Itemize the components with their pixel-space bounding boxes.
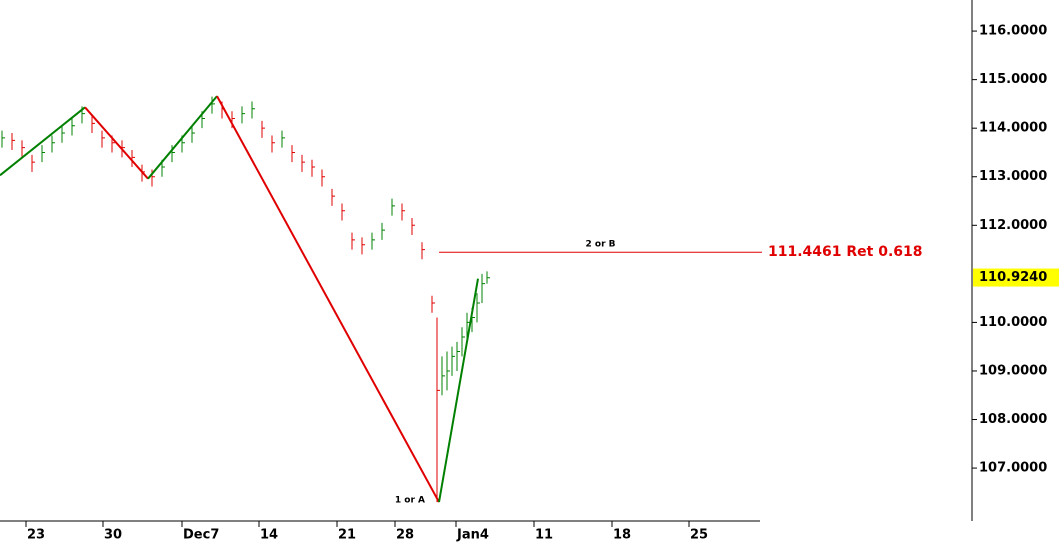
price-bar bbox=[151, 169, 155, 187]
x-tick-label: 14 bbox=[260, 528, 278, 542]
retracement-label: 111.4461 Ret 0.618 bbox=[768, 244, 923, 260]
x-tick-label: 25 bbox=[690, 528, 708, 542]
price-bar bbox=[476, 293, 480, 323]
y-tick-label: 116.0000 bbox=[979, 24, 1047, 39]
price-bar bbox=[441, 356, 445, 396]
price-bar bbox=[1, 130, 5, 148]
price-bar bbox=[401, 203, 405, 221]
y-tick-label: 115.0000 bbox=[979, 72, 1047, 87]
price-bar bbox=[461, 327, 465, 357]
zigzag-segment bbox=[438, 278, 479, 503]
price-bar bbox=[51, 135, 55, 153]
x-tick-label: 28 bbox=[396, 528, 414, 542]
price-bar bbox=[191, 125, 195, 143]
price-bar bbox=[211, 96, 215, 114]
x-tick-label: Dec7 bbox=[183, 528, 219, 542]
x-tick-label: 11 bbox=[535, 528, 553, 542]
price-bar bbox=[131, 150, 135, 168]
y-tick-label: 114.0000 bbox=[979, 121, 1047, 136]
price-bar bbox=[171, 145, 175, 163]
y-tick-label: 110.0000 bbox=[979, 315, 1047, 330]
last-price-label: 110.9240 bbox=[979, 270, 1047, 285]
price-bar bbox=[291, 145, 295, 163]
zigzag-segment bbox=[84, 106, 149, 180]
price-bar bbox=[261, 120, 265, 138]
price-bar bbox=[11, 133, 15, 151]
y-tick-label: 107.0000 bbox=[979, 461, 1047, 476]
price-bar bbox=[371, 232, 375, 250]
price-bar bbox=[431, 295, 435, 313]
x-tick-label: 30 bbox=[104, 528, 122, 542]
price-bar bbox=[481, 273, 485, 303]
x-tick-label: Jan4 bbox=[456, 528, 489, 542]
price-bar bbox=[331, 188, 335, 206]
x-tick-label: 23 bbox=[27, 528, 45, 542]
price-bar bbox=[301, 154, 305, 172]
price-bar bbox=[436, 317, 440, 503]
price-bar bbox=[21, 140, 25, 158]
price-bar bbox=[61, 125, 65, 143]
price-bar bbox=[341, 203, 345, 221]
price-bar bbox=[351, 232, 355, 250]
price-bar bbox=[311, 159, 315, 177]
price-bar bbox=[91, 116, 95, 134]
price-bar bbox=[321, 169, 325, 187]
x-tick-label: 18 bbox=[613, 528, 631, 542]
price-bar bbox=[421, 242, 425, 260]
price-bar bbox=[451, 346, 455, 376]
price-bar bbox=[41, 145, 45, 163]
last-price-box bbox=[973, 268, 1059, 287]
price-bar bbox=[71, 118, 75, 136]
price-bar bbox=[391, 198, 395, 216]
price-bar bbox=[411, 218, 415, 236]
price-bar bbox=[281, 130, 285, 148]
y-tick-label: 108.0000 bbox=[979, 412, 1047, 427]
price-bar bbox=[31, 154, 35, 172]
y-tick-label: 113.0000 bbox=[979, 169, 1047, 184]
price-bar bbox=[456, 341, 460, 371]
price-bar bbox=[251, 101, 255, 119]
price-bar bbox=[381, 222, 385, 240]
price-bar bbox=[486, 271, 490, 284]
zigzag-segment bbox=[0, 106, 86, 177]
y-tick-label: 109.0000 bbox=[979, 363, 1047, 378]
price-bar bbox=[271, 135, 275, 153]
price-bar bbox=[241, 106, 245, 124]
y-tick-label: 112.0000 bbox=[979, 218, 1047, 233]
x-tick-label: 21 bbox=[338, 528, 356, 542]
zigzag-segment bbox=[216, 95, 440, 503]
price-bar bbox=[101, 130, 105, 148]
zigzag-segment bbox=[147, 95, 218, 180]
price-bar bbox=[361, 237, 365, 255]
price-bar bbox=[446, 351, 450, 391]
wave-label: 2 or B bbox=[585, 240, 615, 250]
wave-label: 1 or A bbox=[395, 496, 425, 506]
